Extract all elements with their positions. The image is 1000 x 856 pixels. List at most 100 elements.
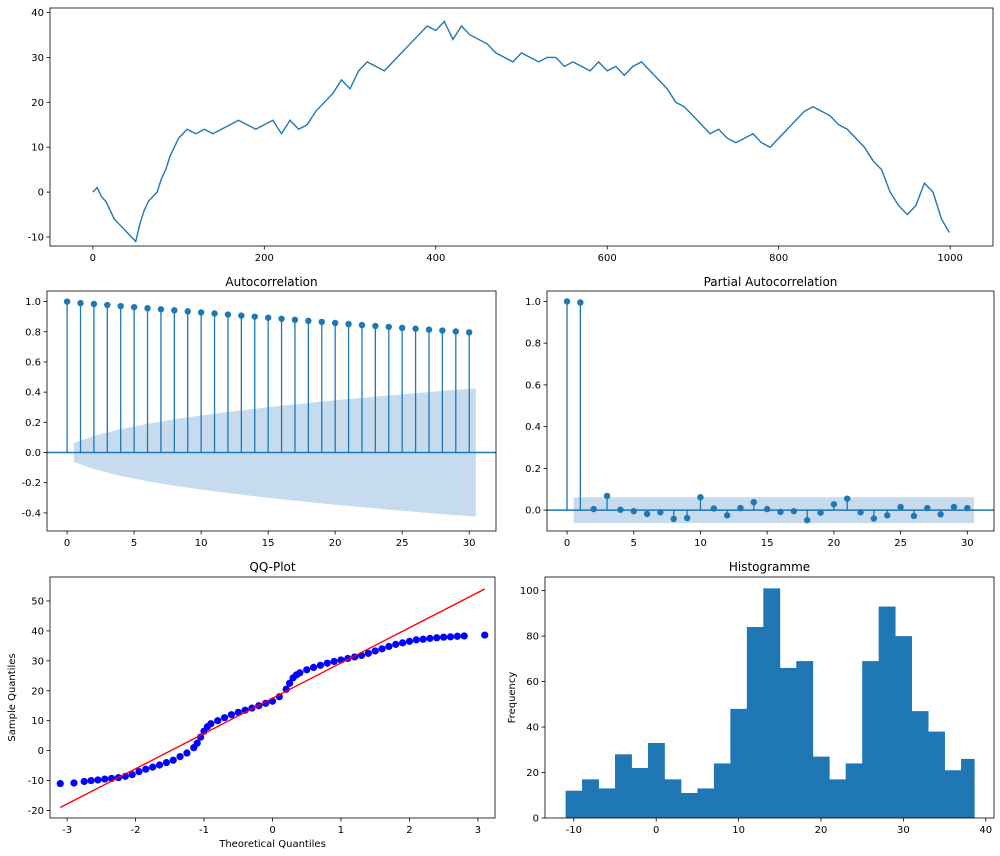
qq-point xyxy=(56,779,64,788)
histogram-bar xyxy=(878,606,896,818)
qq-point xyxy=(87,776,95,785)
acf-marker xyxy=(251,313,258,320)
acf-marker xyxy=(385,323,392,331)
acf-marker xyxy=(345,320,352,328)
acf-marker xyxy=(412,325,419,332)
histogram-bar xyxy=(582,779,599,818)
acf-marker xyxy=(318,318,325,326)
random-walk-y-tick-label: 0 xyxy=(38,188,44,199)
qq-panel: QQ-Plot Theoretical Quantiles Sample Qua… xyxy=(7,560,496,850)
qq-x-tick-label: 2 xyxy=(406,825,412,836)
acf-panel: Autocorrelation 0 5 10 15 20 25 30-0.4-0.20.00… xyxy=(21,275,497,549)
histogram-frame xyxy=(544,576,995,819)
histogram-y-tick-label: 0 xyxy=(533,814,539,825)
acf-y-tick-label: 0.2 xyxy=(25,418,41,429)
histogram-title: Histogramme xyxy=(729,560,810,574)
pacf-marker xyxy=(884,512,891,519)
pacf-panel: Partial Autocorrelation 0 5 10 15 20 25 300.00… xyxy=(525,275,995,549)
acf-marker xyxy=(104,301,111,309)
histogram-bar xyxy=(631,767,649,818)
acf-marker xyxy=(439,327,446,334)
qq-point xyxy=(371,647,379,655)
qq-point xyxy=(316,661,325,669)
histogram-bar xyxy=(598,788,616,818)
histogram-y-tick-label: 80 xyxy=(526,632,539,643)
pacf-y-tick-label: 0.0 xyxy=(525,506,541,517)
qq-x-tick-label: -3 xyxy=(62,825,72,836)
acf-marker xyxy=(398,324,406,332)
pacf-marker xyxy=(723,512,731,519)
acf-marker xyxy=(90,300,98,308)
qq-x-tick-label: 1 xyxy=(338,825,344,836)
qq-point xyxy=(286,679,294,687)
qq-point xyxy=(323,659,331,667)
qq-ylabel: Sample Quantiles xyxy=(7,653,18,741)
qq-point xyxy=(398,639,407,647)
pacf-x-tick-label: 5 xyxy=(631,538,637,549)
pacf-marker xyxy=(750,499,758,506)
acf-marker xyxy=(130,303,138,311)
qq-point xyxy=(303,666,311,674)
acf-marker xyxy=(291,316,299,324)
histogram-bar xyxy=(796,661,814,818)
pacf-y-tick-label: 0.4 xyxy=(525,422,541,433)
pacf-marker xyxy=(683,514,691,522)
pacf-marker xyxy=(697,493,704,501)
acf-marker xyxy=(197,309,205,316)
pacf-marker xyxy=(603,492,611,500)
pacf-marker xyxy=(630,507,637,515)
acf-marker xyxy=(63,298,71,305)
acf-marker xyxy=(305,317,312,325)
random-walk-x-tick-label: 200 xyxy=(255,253,274,264)
qq-point xyxy=(94,776,102,784)
random-walk-x-tick-label: 0 xyxy=(90,253,96,264)
histogram-bar xyxy=(779,667,797,818)
pacf-marker xyxy=(910,512,918,520)
qq-y-tick-label: 20 xyxy=(31,686,44,697)
qq-point xyxy=(227,711,236,719)
qq-point xyxy=(207,720,215,728)
histogram-y-tick-label: 20 xyxy=(526,768,539,779)
histogram-bar xyxy=(895,636,913,818)
qq-point xyxy=(405,637,414,645)
pacf-marker xyxy=(670,515,677,523)
acf-marker xyxy=(117,302,124,310)
acf-x-tick-label: 25 xyxy=(396,538,409,549)
random-walk-x-tick-label: 800 xyxy=(769,253,788,264)
qq-point xyxy=(433,634,441,642)
qq-y-tick-label: 30 xyxy=(31,656,44,667)
random-walk-x-tick-label: 400 xyxy=(426,253,445,264)
acf-y-tick-label: 0.8 xyxy=(25,327,41,338)
acf-y-tick-label: 0.4 xyxy=(25,388,41,399)
pacf-marker xyxy=(964,504,971,512)
qq-point xyxy=(142,765,150,773)
pacf-x-tick-label: 20 xyxy=(828,538,841,549)
histogram-bar xyxy=(911,711,929,818)
random-walk-frame xyxy=(49,7,994,247)
pacf-marker xyxy=(857,509,864,516)
pacf-marker xyxy=(563,298,571,305)
acf-marker xyxy=(171,307,178,314)
pacf-marker xyxy=(924,504,931,512)
histogram-bar xyxy=(680,792,698,818)
random-walk-x-tick-label: 1000 xyxy=(937,253,962,264)
qq-point xyxy=(169,756,177,764)
random-walk-panel: 0 200 400 600 800 1000 -10 0 10 20 30 40 xyxy=(28,7,994,264)
qq-point xyxy=(155,761,164,769)
random-walk-y-tick-label: -10 xyxy=(28,233,44,244)
histogram-bar xyxy=(697,788,715,818)
acf-y-tick-label: 0.6 xyxy=(25,357,41,368)
qq-point xyxy=(481,631,489,639)
qq-point xyxy=(80,777,88,786)
acf-x-tick-label: 10 xyxy=(195,538,208,549)
pacf-marker xyxy=(897,503,904,511)
qq-point xyxy=(101,775,109,783)
qq-x-tick-label: -2 xyxy=(131,825,141,836)
pacf-marker xyxy=(937,511,944,518)
histogram-bar xyxy=(730,708,748,818)
histogram-y-tick-label: 40 xyxy=(526,723,539,734)
qq-point xyxy=(446,633,455,641)
acf-marker xyxy=(331,319,339,327)
acf-marker xyxy=(238,312,245,319)
